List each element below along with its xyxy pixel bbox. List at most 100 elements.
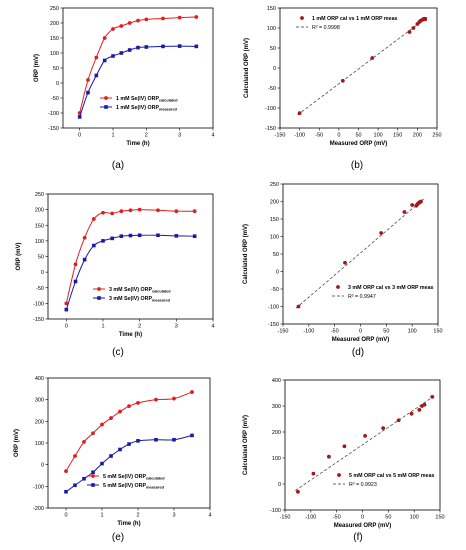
data-point bbox=[156, 208, 160, 213]
data-point bbox=[172, 437, 176, 442]
y-tick-label: 0 bbox=[41, 270, 44, 276]
data-point bbox=[343, 260, 347, 265]
legend-label: 3 mM ORP cal vs 3 mM ORP meas bbox=[348, 285, 434, 291]
data-point bbox=[161, 16, 165, 21]
data-point bbox=[194, 15, 199, 19]
data-point bbox=[363, 434, 367, 438]
y-axis-label: ORP (mV) bbox=[34, 54, 40, 82]
x-tick-label: 0 bbox=[78, 133, 81, 139]
data-point bbox=[64, 469, 68, 474]
y-tick-label: 300 bbox=[272, 404, 281, 410]
x-tick-label: 0 bbox=[65, 324, 68, 330]
x-axis-label: Time (h) bbox=[126, 141, 149, 147]
data-point bbox=[297, 111, 302, 116]
y-tick-label: 0 bbox=[278, 482, 281, 488]
legend-swatch-marker bbox=[91, 474, 95, 478]
x-tick-label: -50 bbox=[315, 133, 323, 139]
data-point bbox=[110, 211, 115, 216]
y-axis-label: Calculated ORP (mV) bbox=[243, 224, 249, 284]
x-tick-label: -100 bbox=[305, 515, 316, 521]
y-tick-label: -100 bbox=[265, 106, 276, 112]
y-tick-label: 0 bbox=[41, 463, 44, 469]
data-point bbox=[86, 78, 90, 82]
data-point bbox=[64, 489, 68, 494]
x-tick-label: 1 bbox=[100, 513, 103, 519]
x-axis-label: Time (h) bbox=[117, 521, 140, 527]
data-point bbox=[111, 27, 115, 31]
legend-fit-label: R² = 0.9923 bbox=[349, 482, 377, 488]
legend-label: 5 mM Se(IV) ORPcalculated bbox=[103, 474, 165, 481]
y-tick-label: 100 bbox=[272, 456, 281, 462]
data-point bbox=[177, 44, 182, 48]
y-tick-label: 250 bbox=[50, 6, 59, 12]
data-point bbox=[136, 18, 140, 23]
data-point bbox=[127, 48, 132, 52]
x-tick-label: 1 bbox=[111, 133, 114, 139]
data-point bbox=[137, 233, 142, 238]
data-point bbox=[190, 433, 194, 438]
data-point bbox=[64, 301, 69, 306]
data-point bbox=[296, 304, 301, 309]
data-point bbox=[423, 17, 428, 22]
y-tick-label: -150 bbox=[33, 317, 44, 323]
data-point bbox=[411, 26, 416, 30]
data-point bbox=[137, 207, 142, 212]
data-point bbox=[102, 58, 107, 63]
panel-caption: (b) bbox=[351, 160, 363, 171]
x-tick-label: 4 bbox=[211, 324, 214, 330]
data-point bbox=[91, 217, 96, 221]
data-point bbox=[172, 396, 176, 401]
legend-fit-label: R² = 0.9947 bbox=[348, 294, 376, 300]
data-point bbox=[419, 199, 423, 204]
x-tick-label: 0 bbox=[359, 329, 362, 335]
data-point bbox=[109, 416, 113, 420]
y-tick-label: -50 bbox=[271, 287, 279, 293]
data-point bbox=[430, 395, 435, 399]
x-tick-label: -50 bbox=[331, 329, 339, 335]
y-tick-label: -50 bbox=[51, 96, 59, 102]
y-tick-label: 0 bbox=[56, 81, 59, 87]
data-point bbox=[91, 431, 95, 436]
data-point bbox=[94, 55, 99, 60]
x-tick-label: 100 bbox=[410, 515, 419, 521]
panel-caption: (c) bbox=[112, 347, 124, 358]
x-tick-label: 3 bbox=[175, 324, 178, 330]
x-tick-label: -100 bbox=[303, 329, 314, 335]
data-point bbox=[144, 45, 149, 49]
data-point bbox=[370, 56, 375, 60]
panel-caption: (a) bbox=[112, 160, 124, 171]
data-point bbox=[407, 30, 412, 34]
chart-panel-4: -150 -100 -50 0 50 100 150 -150 -100 -50 0 50 100 150… bbox=[243, 182, 443, 358]
data-point bbox=[136, 439, 140, 443]
y-tick-label: 100 bbox=[50, 51, 59, 57]
y-tick-label: -150 bbox=[265, 126, 276, 132]
data-point bbox=[154, 397, 158, 402]
y-axis-label: ORP (mV) bbox=[16, 243, 22, 271]
legend-swatch-marker bbox=[97, 287, 101, 291]
y-tick-label: 200 bbox=[270, 200, 279, 206]
data-point bbox=[73, 262, 78, 267]
data-point bbox=[409, 411, 414, 416]
x-tick-label: 2 bbox=[136, 513, 139, 519]
x-tick-label: 150 bbox=[435, 515, 444, 521]
data-point bbox=[110, 236, 114, 241]
data-point bbox=[342, 444, 347, 449]
data-point bbox=[102, 36, 107, 40]
chart-panel-3: 0 1 2 3 4 -150 -100 -50 0 50 100 150 200 250 Time (h) O… bbox=[16, 192, 215, 358]
data-point bbox=[82, 440, 86, 444]
x-tick-label: -150 bbox=[277, 329, 288, 335]
data-point bbox=[327, 454, 331, 459]
x-tick-label: -100 bbox=[294, 133, 305, 139]
y-tick-label: 200 bbox=[50, 21, 59, 27]
x-tick-label: 100 bbox=[408, 329, 417, 335]
x-tick-label: 4 bbox=[211, 133, 214, 139]
y-axis-label: Calculated ORP (mV) bbox=[244, 38, 250, 98]
y-tick-label: -100 bbox=[48, 111, 59, 117]
data-point bbox=[64, 307, 69, 312]
y-tick-label: -150 bbox=[268, 322, 279, 328]
y-tick-label: 250 bbox=[270, 182, 279, 188]
data-point bbox=[119, 24, 124, 28]
data-point bbox=[296, 489, 300, 494]
data-point bbox=[86, 90, 90, 95]
data-point bbox=[417, 408, 422, 412]
